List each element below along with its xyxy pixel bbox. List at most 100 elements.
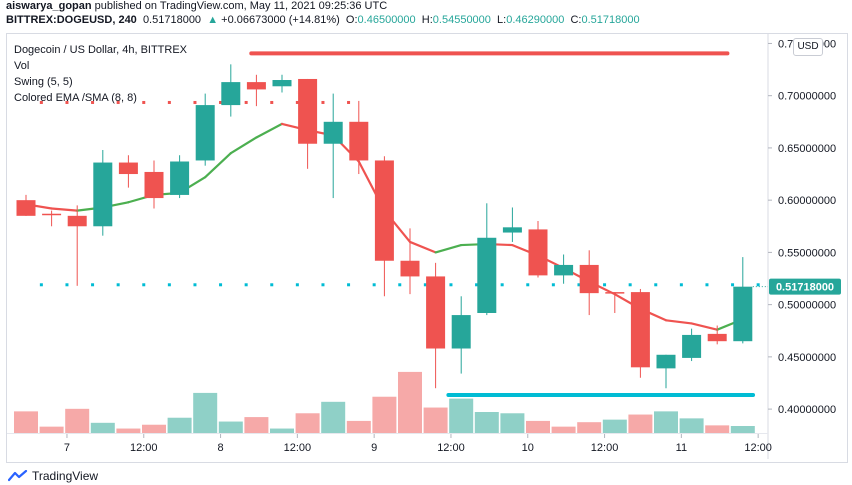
y-tick-label: 0.45000000 <box>778 352 836 364</box>
x-tick-label: 12:00 <box>284 442 312 454</box>
legend-vol[interactable]: Vol <box>14 60 30 72</box>
ema-segment <box>204 152 232 179</box>
symbol-label: BITTREX:DOGEUSD, 240 <box>6 14 137 26</box>
x-tick-label: 11 <box>676 442 687 454</box>
ema-segment <box>434 243 463 254</box>
swing-low-marker <box>449 283 453 287</box>
swing-low-marker <box>526 283 530 287</box>
volume-bar <box>65 408 90 433</box>
close-label: C: <box>570 14 582 26</box>
candle-body <box>42 213 62 216</box>
change-value: +0.06673000 (+14.81%) <box>221 14 340 26</box>
swing-high-marker <box>142 100 146 104</box>
x-tick-label: 12:00 <box>437 442 465 454</box>
y-tick-label: 0.60000000 <box>778 195 836 207</box>
publish-info: aiswarya_gopan published on TradingView.… <box>6 0 387 12</box>
volume-bar <box>142 424 166 433</box>
candle-body <box>272 80 292 87</box>
low-label: L: <box>497 14 507 26</box>
ema-segment <box>664 319 693 325</box>
swing-low-marker <box>347 283 351 287</box>
volume-bar <box>372 396 397 433</box>
open-label: O: <box>345 14 358 26</box>
swing-high-marker <box>219 100 223 104</box>
candle-body <box>400 260 420 277</box>
candle-body <box>579 264 599 294</box>
currency-button[interactable]: USD <box>793 38 823 56</box>
volume-bar <box>449 398 474 433</box>
ema-segment <box>408 240 437 254</box>
x-tick-label: 12:00 <box>591 442 619 454</box>
x-tick-label: 10 <box>522 442 534 454</box>
x-tick-label: 9 <box>371 442 377 454</box>
swing-low-marker <box>731 283 735 287</box>
swing-low-marker <box>500 283 504 287</box>
volume-bar <box>423 407 448 433</box>
volume-bar <box>346 420 371 433</box>
candle-body <box>246 82 266 90</box>
swing-low-marker <box>679 283 683 287</box>
candle-body <box>630 292 650 368</box>
y-tick-label: 0.55000000 <box>778 247 836 259</box>
volume-bar <box>628 414 653 433</box>
volume-bar <box>654 411 678 433</box>
swing-low-marker <box>193 283 197 287</box>
high-label: H: <box>421 14 433 26</box>
candle-body <box>221 82 241 106</box>
ohlc-header: BITTREX:DOGEUSD, 240 0.51718000 ▲ +0.066… <box>6 14 640 26</box>
swing-low-marker <box>475 283 479 287</box>
swing-high-marker <box>116 100 120 104</box>
tradingview-logo[interactable]: TradingView <box>8 469 98 483</box>
swing-high-marker <box>295 100 299 104</box>
ema-segment <box>690 322 719 331</box>
volume-bar <box>474 412 499 433</box>
low-value: 0.46290000 <box>506 14 565 26</box>
ema-segment <box>50 207 79 212</box>
volume-bar <box>398 371 422 433</box>
volume-bar <box>90 422 115 433</box>
swing-high-marker <box>347 100 351 104</box>
candle-body <box>323 121 343 144</box>
swing-high-marker <box>270 100 274 104</box>
volume-bar <box>167 417 192 433</box>
swing-low-marker <box>423 283 427 287</box>
swing-low-marker <box>603 283 607 287</box>
swing-high-marker <box>244 100 248 104</box>
y-tick-label: 0.65000000 <box>778 143 836 155</box>
x-tick-label: 12:00 <box>130 442 158 454</box>
swing-low-marker <box>398 283 402 287</box>
candle-body <box>16 200 36 216</box>
legend-title[interactable]: Dogecoin / US Dollar, 4h, BITTREX <box>14 44 188 56</box>
open-value: 0.46500000 <box>357 14 416 26</box>
swing-high-marker <box>39 100 43 104</box>
volume-bar <box>705 425 730 433</box>
ema-segment <box>255 122 284 139</box>
last-price: 0.51718000 <box>142 14 202 26</box>
volume-bar <box>14 411 38 433</box>
publish-text: published on TradingView.com, May 11, 20… <box>91 0 388 12</box>
high-value: 0.54550000 <box>432 14 491 26</box>
candle-body <box>298 78 318 144</box>
swing-low-marker <box>705 283 709 287</box>
y-tick-label: 0.40000000 <box>778 404 836 416</box>
current-price-tag <box>769 278 841 295</box>
candle-body <box>502 227 522 233</box>
y-tick-label: 0.70000000 <box>778 91 836 103</box>
candle-body <box>707 333 727 342</box>
swing-low-marker <box>142 283 146 287</box>
candle-body <box>170 161 190 195</box>
swing-low-marker <box>116 283 120 287</box>
candle-body <box>144 171 164 199</box>
swing-high-marker <box>91 100 95 104</box>
candle-body <box>374 160 394 261</box>
volume-bar <box>577 422 602 433</box>
candle-body <box>118 162 138 175</box>
ema-segment <box>229 136 258 155</box>
candle-body <box>605 292 625 294</box>
legend-ema[interactable]: Colored EMA /SMA (8, 8) <box>14 92 137 104</box>
candle-body <box>528 229 548 276</box>
legend-swing[interactable]: Swing (5, 5) <box>14 76 73 88</box>
author: aiswarya_gopan <box>6 0 92 12</box>
swing-low-marker <box>295 283 299 287</box>
